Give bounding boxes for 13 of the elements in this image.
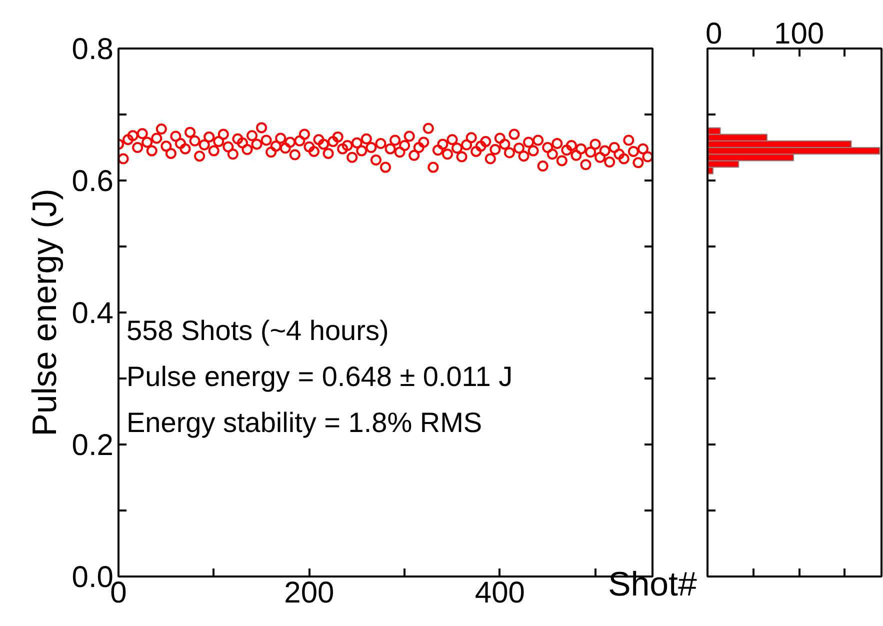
- x-axis-title: Shot#: [608, 566, 698, 604]
- y-axis-title: Pulse energy (J): [26, 188, 64, 436]
- x-tick-label: 100: [774, 18, 824, 50]
- y-tick-label: 0.4: [72, 297, 114, 330]
- y-tick-label: 0.8: [72, 33, 114, 66]
- y-tick-label: 0.2: [72, 429, 114, 462]
- x-tick-label: 0: [706, 18, 722, 50]
- annotation: Energy stability = 1.8% RMS: [126, 407, 482, 438]
- x-tick-label: 400: [474, 576, 525, 610]
- annotation: 558 Shots (~4 hours): [126, 315, 389, 346]
- annotation: Pulse energy = 0.648 ± 0.011 J: [126, 361, 513, 392]
- x-tick-label: 200: [284, 576, 334, 610]
- y-tick-label: 0.6: [72, 165, 114, 198]
